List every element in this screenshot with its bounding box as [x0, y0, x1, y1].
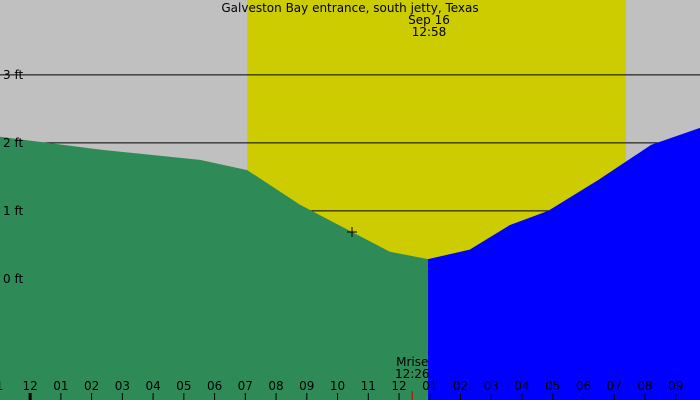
x-tick-label: 08	[268, 379, 283, 393]
moonrise-label: Mrise	[396, 355, 428, 369]
x-tick-label: 01	[53, 379, 68, 393]
x-tick-label: 08	[637, 379, 652, 393]
x-tick-label: 04	[145, 379, 160, 393]
moonrise-time: 12:26	[395, 367, 430, 381]
x-tick-label: 05	[545, 379, 560, 393]
x-tick-label: 03	[484, 379, 499, 393]
y-tick-label: 3 ft	[3, 68, 23, 82]
x-tick-label: 03	[115, 379, 130, 393]
y-tick-label: 2 ft	[3, 136, 23, 150]
x-tick-label: 06	[207, 379, 222, 393]
tide-area	[427, 127, 700, 400]
x-tick-label: 10	[330, 379, 345, 393]
tide-area	[0, 136, 428, 400]
chart-title: Galveston Bay entrance, south jetty, Tex…	[221, 1, 478, 15]
x-tick-label: 09	[668, 379, 683, 393]
x-tick-label: 07	[607, 379, 622, 393]
x-tick-label: 01	[422, 379, 437, 393]
x-tick-label: 12	[22, 379, 37, 393]
x-tick-label: 07	[238, 379, 253, 393]
x-tick-label: 05	[176, 379, 191, 393]
x-tick-label: 02	[453, 379, 468, 393]
chart-date: Sep 16	[408, 13, 450, 27]
y-tick-label: 0 ft	[3, 272, 23, 286]
x-tick-label: 1	[0, 379, 3, 393]
x-tick-label: 02	[84, 379, 99, 393]
x-tick-label: 11	[361, 379, 376, 393]
current-marker	[346, 226, 357, 237]
chart-time: 12:58	[412, 25, 447, 39]
x-tick-label: 12	[391, 379, 406, 393]
y-tick-label: 1 ft	[3, 204, 23, 218]
x-tick-label: 09	[299, 379, 314, 393]
x-tick-label: 06	[576, 379, 591, 393]
x-tick-label: 04	[514, 379, 529, 393]
